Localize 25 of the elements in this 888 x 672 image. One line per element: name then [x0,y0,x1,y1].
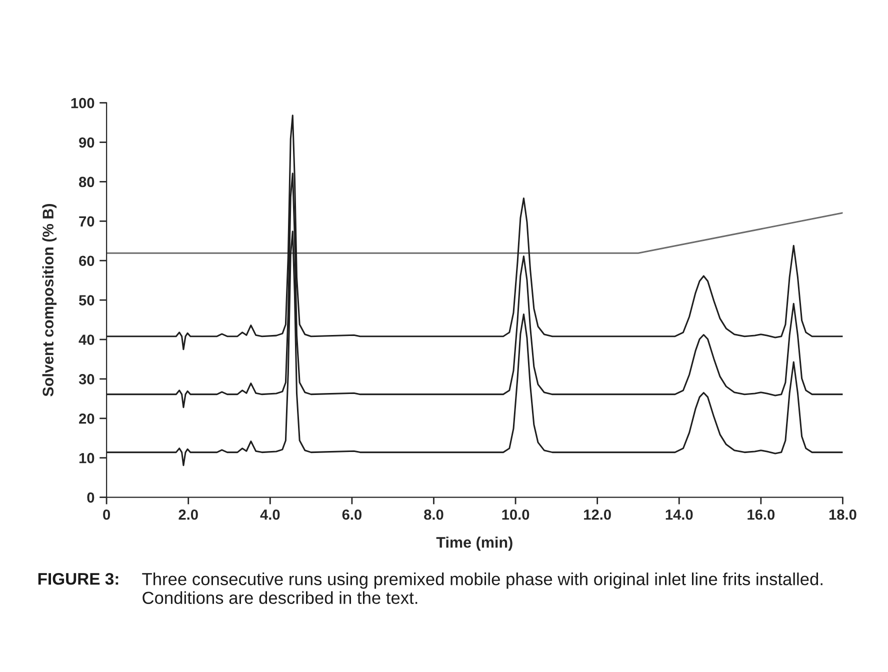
x-tick-label: 12.0 [584,509,611,520]
x-tick-label: 16.0 [748,509,775,520]
x-tick-label: 14.0 [666,509,693,520]
y-tick-label: 30 [78,374,94,384]
x-tick-label: 6.0 [342,509,362,520]
y-axis-title: Solvent composition (% B) [42,204,57,396]
y-tick-label: 90 [79,137,94,148]
x-tick-label: 2.0 [178,509,198,520]
y-tick-label: 40 [78,334,94,345]
x-tick-label: 8.0 [424,509,444,520]
x-tick-label: 0 [103,509,110,520]
y-tick-label: 80 [79,176,94,188]
x-tick-label: 10.0 [502,509,530,520]
y-tick-label: 60 [79,256,94,266]
y-tick-label: 10 [79,452,94,464]
y-tick-label: 20 [79,413,94,424]
x-tick-label: 4.0 [260,509,280,520]
y-tick-label: 100 [71,98,94,108]
y-tick-label: 0 [87,492,94,503]
x-axis-title: Time (min) [436,536,512,551]
y-tick-label: 50 [78,295,94,306]
y-tick-label: 70 [79,216,94,227]
caption: FIGURE 3: [38,572,118,585]
text: Three consecutive runs using premixed mobile phase with original inlet line frits installed. Conditions are described in the text. [142,572,822,604]
x-tick-label: 18.0 [829,509,856,520]
